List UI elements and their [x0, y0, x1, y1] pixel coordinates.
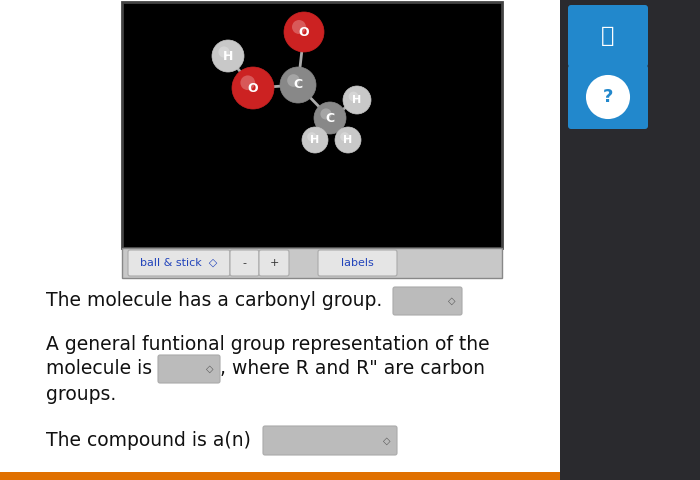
Circle shape: [321, 108, 332, 120]
Circle shape: [302, 127, 328, 153]
FancyBboxPatch shape: [230, 250, 259, 276]
FancyBboxPatch shape: [393, 287, 462, 315]
Circle shape: [343, 86, 371, 114]
Text: C: C: [326, 111, 335, 124]
Circle shape: [335, 127, 361, 153]
Text: , where R and R" are carbon: , where R and R" are carbon: [220, 359, 485, 377]
Text: labels: labels: [341, 258, 374, 268]
Text: -: -: [242, 258, 246, 268]
FancyBboxPatch shape: [0, 472, 560, 480]
Text: ◇: ◇: [206, 364, 214, 374]
Text: The compound is a(n): The compound is a(n): [46, 431, 251, 449]
FancyBboxPatch shape: [568, 5, 648, 67]
Text: The molecule has a carbonyl group.: The molecule has a carbonyl group.: [46, 290, 382, 310]
Text: ◇: ◇: [384, 435, 391, 445]
FancyBboxPatch shape: [259, 250, 289, 276]
FancyBboxPatch shape: [128, 250, 230, 276]
FancyBboxPatch shape: [318, 250, 397, 276]
Circle shape: [349, 92, 358, 101]
Text: 🎧: 🎧: [601, 26, 615, 46]
Text: H: H: [310, 135, 320, 145]
FancyBboxPatch shape: [263, 426, 397, 455]
Text: O: O: [248, 82, 258, 95]
Circle shape: [212, 40, 244, 72]
Circle shape: [280, 67, 316, 103]
Text: +: +: [270, 258, 279, 268]
Circle shape: [307, 132, 316, 141]
Text: H: H: [223, 49, 233, 62]
FancyBboxPatch shape: [560, 0, 700, 480]
Text: A general funtional group representation of the: A general funtional group representation…: [46, 336, 489, 355]
FancyBboxPatch shape: [122, 2, 502, 248]
Circle shape: [240, 75, 255, 90]
Text: H: H: [352, 95, 362, 105]
Text: molecule is: molecule is: [46, 359, 152, 377]
Text: C: C: [293, 79, 302, 92]
Circle shape: [218, 47, 230, 58]
Text: H: H: [344, 135, 353, 145]
Circle shape: [314, 102, 346, 134]
FancyBboxPatch shape: [568, 65, 648, 129]
Circle shape: [340, 132, 349, 141]
Circle shape: [586, 75, 630, 119]
Text: O: O: [299, 25, 309, 38]
Circle shape: [287, 74, 300, 87]
Circle shape: [292, 20, 306, 34]
Text: ball & stick  ◇: ball & stick ◇: [141, 258, 218, 268]
Text: ◇: ◇: [448, 296, 456, 306]
Text: groups.: groups.: [46, 385, 116, 405]
Circle shape: [232, 67, 274, 109]
FancyBboxPatch shape: [158, 355, 220, 383]
Circle shape: [284, 12, 324, 52]
Text: ?: ?: [603, 88, 613, 106]
FancyBboxPatch shape: [122, 248, 502, 278]
